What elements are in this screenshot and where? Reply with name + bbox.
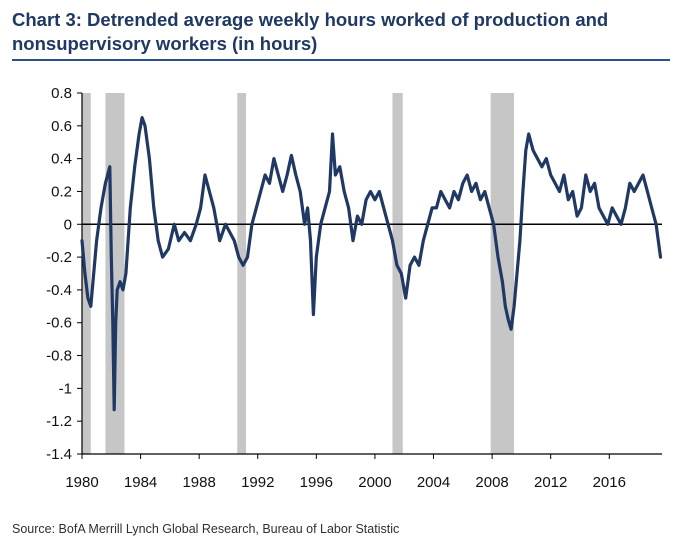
y-tick-label: -1.2: [46, 413, 72, 430]
y-tick-label: 0.4: [51, 151, 72, 168]
y-tick-label: 0: [64, 216, 72, 233]
y-tick-label: -0.8: [46, 348, 72, 365]
x-tick-label: 2016: [593, 474, 626, 491]
y-tick-label: -1: [59, 380, 72, 397]
y-tick-label: 0.8: [51, 85, 72, 102]
recession-band: [392, 93, 403, 454]
hours-series-line: [80, 116, 663, 412]
y-tick-label: -0.6: [46, 315, 72, 332]
y-tick-label: -0.4: [46, 282, 72, 299]
x-tick-label: 1988: [182, 474, 215, 491]
x-tick-label: 2008: [475, 474, 508, 491]
y-tick-label: 0.2: [51, 183, 72, 200]
x-tick-label: 2000: [358, 474, 391, 491]
y-tick-label: -0.2: [46, 249, 72, 266]
x-tick-label: 1984: [124, 474, 157, 491]
x-tick-label: 1980: [65, 474, 98, 491]
x-ticks: 1980 1984 1988 1992 1996 2000 2004 2008 2012 2016: [65, 454, 626, 491]
x-tick-label: 1996: [300, 474, 333, 491]
y-tick-label: 0.6: [51, 118, 72, 135]
y-ticks: 0.8 0.6 0.4 0.2 0 -0.2 -0.4 -0.6 -0.8 -1 -1.2 -1.4: [46, 85, 82, 463]
x-tick-label: 2004: [417, 474, 450, 491]
chart-title: Chart 3: Detrended average weekly hours …: [12, 9, 609, 54]
title-rule: [12, 59, 670, 61]
x-tick-label: 2012: [534, 474, 567, 491]
recession-band: [237, 93, 247, 454]
source-note: Source: BofA Merrill Lynch Global Resear…: [12, 522, 400, 536]
y-tick-label: -1.4: [46, 446, 72, 463]
x-tick-label: 1992: [241, 474, 274, 491]
